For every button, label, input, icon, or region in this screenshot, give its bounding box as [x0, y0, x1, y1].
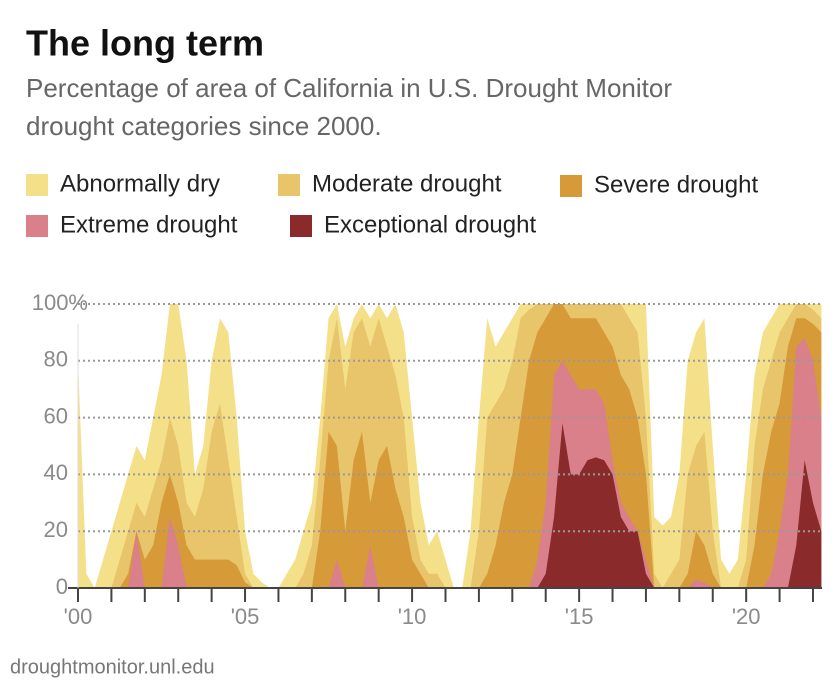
chart-subtitle: Percentage of area of California in U.S.…: [26, 73, 672, 103]
x-tick-label: '10: [398, 604, 427, 629]
legend-label: Exceptional drought: [324, 211, 536, 238]
legend-label: Severe drought: [594, 171, 758, 198]
y-tick-label: 40: [44, 460, 68, 485]
y-tick-label: 0: [56, 574, 68, 599]
chart-title: The long term: [26, 23, 264, 64]
y-tick-label: 80: [44, 347, 68, 372]
x-tick-label: '15: [565, 604, 594, 629]
legend-swatch: [26, 215, 48, 237]
legend-label: Moderate drought: [312, 170, 502, 197]
legend-label: Extreme drought: [60, 211, 238, 238]
chart-subtitle: drought categories since 2000.: [26, 111, 382, 141]
legend-swatch: [278, 174, 300, 196]
source: droughtmonitor.unl.edu: [10, 656, 215, 678]
area: [78, 304, 822, 588]
legend-label: Abnormally dry: [60, 170, 220, 197]
area: [78, 423, 822, 588]
y-tick-label: 60: [44, 403, 68, 428]
y-tick-label: 100%: [32, 290, 88, 315]
legend-swatch: [26, 174, 48, 196]
x-tick-label: '05: [231, 604, 260, 629]
y-tick-label: 20: [44, 517, 68, 542]
x-tick-label: '00: [64, 604, 93, 629]
areas: [78, 304, 822, 588]
legend-swatch: [560, 175, 582, 197]
legend-swatch: [290, 215, 312, 237]
x-tick-label: '20: [732, 604, 761, 629]
